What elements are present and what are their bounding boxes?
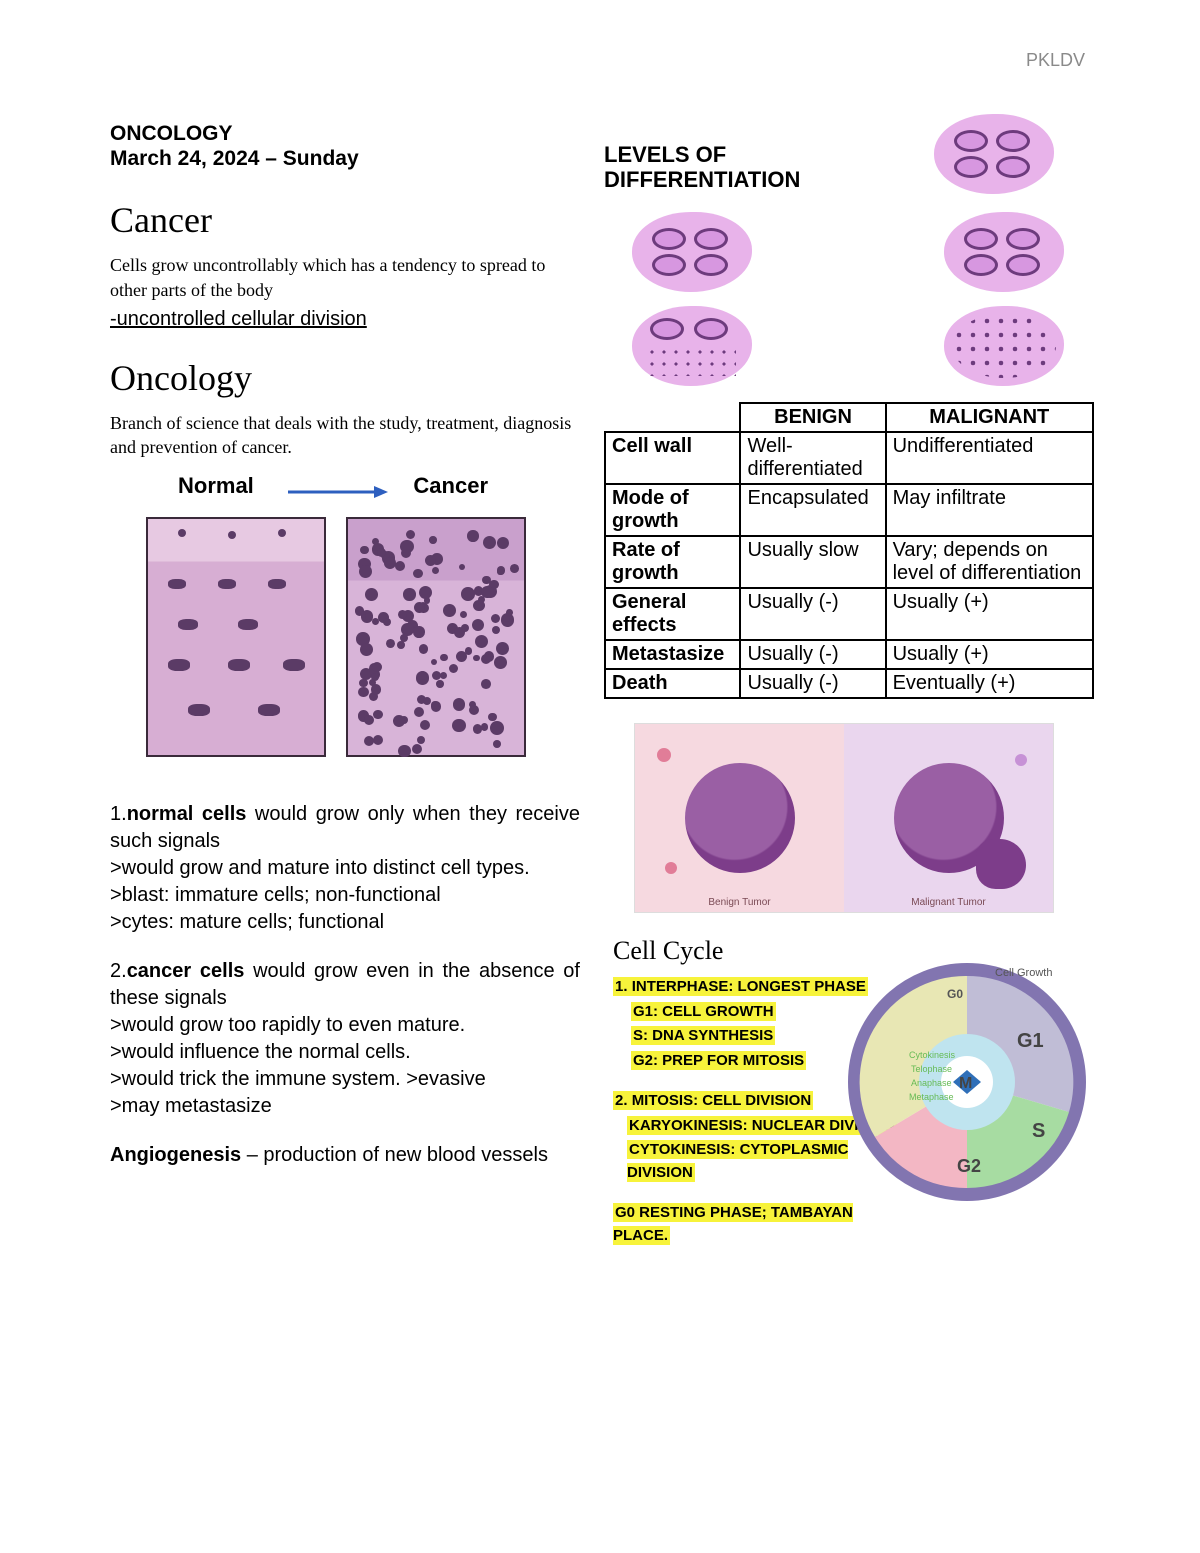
row-key: General effects [605, 588, 740, 640]
p2-l3: >would trick the immune system. >evasive [110, 1068, 486, 1090]
right-column: LEVELS OF DIFFERENTIATION [604, 120, 1094, 1221]
label-benign-tumor: Benign Tumor [635, 897, 844, 908]
figure-cell-cycle: Cell Cycle 1. INTERPHASE: LONGEST PHASE … [604, 931, 1094, 1221]
heading-cancer: Cancer [110, 199, 580, 241]
table-benign-vs-malignant: BENIGN MALIGNANT Cell wallWell-different… [604, 402, 1094, 699]
wheel-g2: G2 [957, 1156, 981, 1176]
row-key: Cell wall [605, 432, 740, 484]
doc-date: March 24, 2024 – Sunday [110, 147, 580, 171]
wheel-cg: Cell Growth [995, 967, 1052, 979]
figure-normal-vs-cancer: Normal Cancer [128, 473, 548, 773]
table-header-row: BENIGN MALIGNANT [605, 403, 1093, 432]
bold-cancer-cells: cancer cells [127, 960, 245, 982]
row-key: Rate of growth [605, 536, 740, 588]
cc-l8: G0 RESTING PHASE; TAMBAYAN PLACE. [613, 1203, 853, 1245]
row-key: Metastasize [605, 640, 740, 669]
cc-1a: 1. [615, 978, 628, 995]
wheel-cyto: Cytokinesis [909, 1050, 956, 1060]
cell-benign: Encapsulated [740, 484, 885, 536]
blob-bl [632, 306, 752, 386]
cell-cycle-title: Cell Cycle [613, 936, 723, 966]
blob-br [944, 306, 1064, 386]
cc-l4: G2: PREP FOR MITOSIS [631, 1051, 806, 1070]
p1-l3: >cytes: mature cells; functional [110, 911, 384, 933]
cancer-note: -uncontrolled cellular division [110, 308, 580, 331]
p1-l2: >blast: immature cells; non-functional [110, 884, 441, 906]
cancer-definition: Cells grow uncontrollably which has a te… [110, 253, 580, 302]
heading-oncology: Oncology [110, 357, 580, 399]
blob-top [934, 114, 1054, 194]
p2-l2: >would influence the normal cells. [110, 1041, 411, 1063]
header-tag: PKLDV [1026, 50, 1085, 71]
cell-malignant: Eventually (+) [886, 669, 1093, 698]
arrow-icon [288, 483, 388, 501]
blob-ml [632, 212, 752, 292]
label-malignant-tumor: Malignant Tumor [844, 897, 1053, 908]
tissue-cancer: /*dense dots drawn via inline below*/ [346, 517, 526, 757]
cc-5a: 2. [615, 1092, 628, 1109]
diff-title-2: DIFFERENTIATION [604, 167, 800, 192]
label-cancer: Cancer [413, 473, 488, 499]
cell-benign: Well-differentiated [740, 432, 885, 484]
cc-l7: CYTOKINESIS: CYTOPLASMIC DIVISION [627, 1140, 848, 1182]
table-row: Rate of growthUsually slowVary; depends … [605, 536, 1093, 588]
left-column: ONCOLOGY March 24, 2024 – Sunday Cancer … [110, 120, 580, 1221]
cc-l3: S: DNA SYNTHESIS [631, 1026, 775, 1045]
text-angiogenesis: – production of new blood vessels [241, 1144, 548, 1166]
wheel-telo: Telophase [911, 1064, 952, 1074]
oncology-definition: Branch of science that deals with the st… [110, 411, 580, 460]
tissue-normal [146, 517, 326, 757]
th-benign: BENIGN [740, 403, 885, 432]
panel-malignant: Malignant Tumor [844, 724, 1053, 912]
table-row: DeathUsually (-)Eventually (+) [605, 669, 1093, 698]
table-row: Cell wallWell-differentiatedUndifferenti… [605, 432, 1093, 484]
th-malignant: MALIGNANT [886, 403, 1093, 432]
label-normal: Normal [178, 473, 254, 499]
note-angiogenesis: Angiogenesis – production of new blood v… [110, 1142, 580, 1169]
wheel-meta: Metaphase [909, 1092, 954, 1102]
blob-mr [944, 212, 1064, 292]
cell-cycle-wheel: G1 S G2 M Cell Growth G0 Cytokinesis Tel… [847, 962, 1087, 1202]
cell-malignant: Usually (+) [886, 588, 1093, 640]
num-2: 2. [110, 960, 127, 982]
table-row: MetastasizeUsually (-)Usually (+) [605, 640, 1093, 669]
cell-malignant: Usually (+) [886, 640, 1093, 669]
cell-malignant: Vary; depends on level of differentiatio… [886, 536, 1093, 588]
p2-l1: >would grow too rapidly to even mature. [110, 1014, 465, 1036]
bold-normal-cells: normal cells [127, 803, 247, 825]
wheel-ana: Anaphase [911, 1078, 952, 1088]
tumor-benign [685, 763, 795, 873]
row-key: Mode of growth [605, 484, 740, 536]
bold-angiogenesis: Angiogenesis [110, 1144, 241, 1166]
wheel-m: M [959, 1075, 972, 1092]
cc-5b: MITOSIS: CELL DIVISION [632, 1092, 811, 1109]
cell-benign: Usually (-) [740, 588, 885, 640]
figure-levels-of-differentiation: LEVELS OF DIFFERENTIATION [604, 120, 1094, 390]
cell-benign: Usually (-) [740, 669, 885, 698]
table-row: Mode of growthEncapsulatedMay infiltrate [605, 484, 1093, 536]
num-1: 1. [110, 803, 127, 825]
wheel-g1: G1 [1017, 1030, 1044, 1052]
cell-malignant: Undifferentiated [886, 432, 1093, 484]
cc-1b: INTERPHASE: LONGEST PHASE [632, 978, 866, 995]
cell-benign: Usually slow [740, 536, 885, 588]
note-normal-cells: 1.normal cells would grow only when they… [110, 801, 580, 936]
row-key: Death [605, 669, 740, 698]
diff-title-1: LEVELS OF [604, 142, 726, 167]
cell-benign: Usually (-) [740, 640, 885, 669]
wheel-g0: G0 [947, 987, 963, 1001]
table-row: General effectsUsually (-)Usually (+) [605, 588, 1093, 640]
doc-title: ONCOLOGY [110, 120, 580, 147]
figure-benign-malignant-tumor: Benign Tumor Malignant Tumor [634, 723, 1054, 913]
note-cancer-cells: 2.cancer cells would grow even in the ab… [110, 958, 580, 1120]
wheel-s: S [1032, 1120, 1045, 1142]
tumor-malignant [894, 763, 1004, 873]
p2-l4: >may metastasize [110, 1095, 272, 1117]
cell-malignant: May infiltrate [886, 484, 1093, 536]
page-columns: ONCOLOGY March 24, 2024 – Sunday Cancer … [110, 120, 1120, 1221]
diff-title: LEVELS OF DIFFERENTIATION [604, 142, 800, 193]
p1-l1: >would grow and mature into distinct cel… [110, 857, 530, 879]
panel-benign: Benign Tumor [635, 724, 844, 912]
cc-l2: G1: CELL GROWTH [631, 1002, 776, 1021]
